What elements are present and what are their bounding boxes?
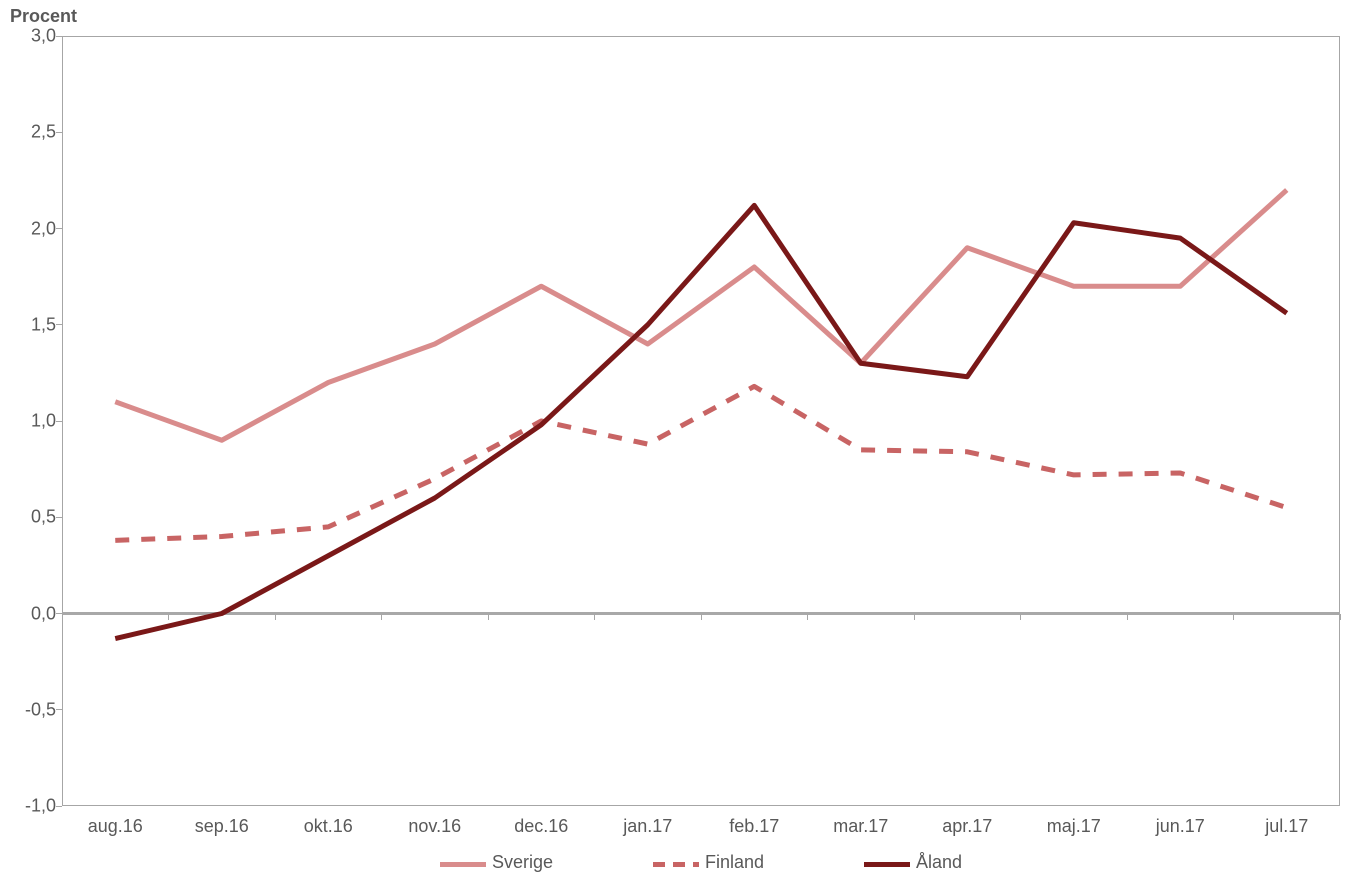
legend-label: Åland [916, 852, 962, 873]
inflation-line-chart: Procent -1,0-0,50,00,51,01,52,02,53,0 au… [0, 0, 1353, 881]
legend-label: Sverige [492, 852, 553, 873]
legend-label: Finland [705, 852, 764, 873]
series-line-åland [115, 205, 1287, 638]
legend-swatch [440, 852, 486, 873]
series-lines [0, 0, 1353, 881]
legend-swatch [653, 852, 699, 873]
series-line-finland [115, 386, 1287, 540]
legend-item: Finland [653, 852, 764, 873]
legend-item: Sverige [440, 852, 553, 873]
legend: Sverige Finland Åland [62, 852, 1340, 873]
legend-item: Åland [864, 852, 962, 873]
legend-swatch [864, 852, 910, 873]
